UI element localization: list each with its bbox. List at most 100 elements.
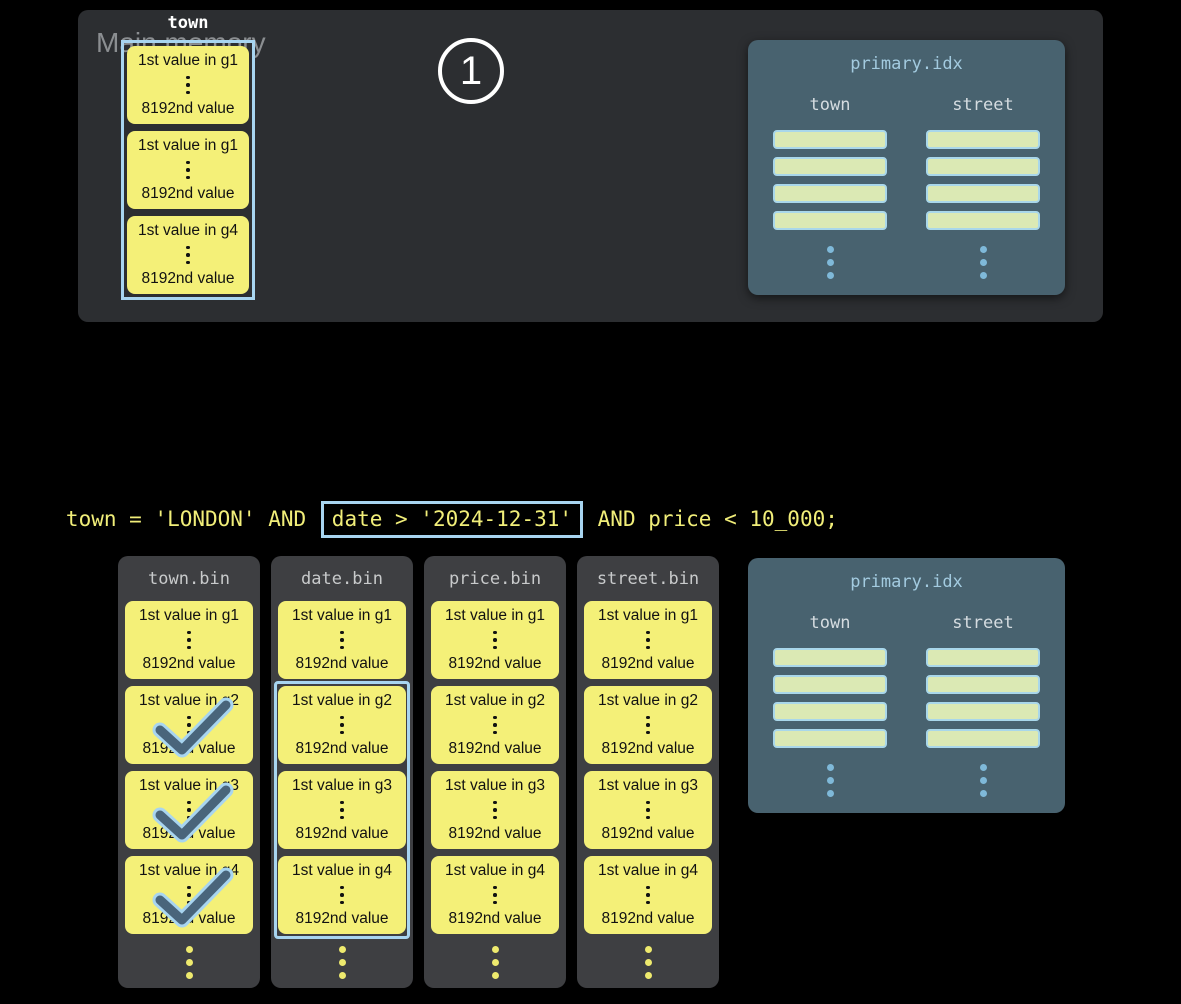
granule-first-value: 1st value in g3: [598, 777, 698, 794]
index-mark-chip: [926, 729, 1040, 748]
granule-block: 1st value in g4 8192nd value: [431, 856, 559, 934]
dot: [340, 900, 344, 905]
granule-block: 1st value in g3 8192nd value: [125, 771, 253, 849]
primary-index-title: primary.idx: [850, 54, 963, 74]
granule-block: 1st value in g3 8192nd value: [278, 771, 406, 849]
dot: [646, 808, 650, 812]
granule-block: 1st value in g2 8192nd value: [278, 686, 406, 764]
sql-line: [28, 386, 838, 415]
dot: [644, 972, 652, 979]
granule-first-value: 1st value in g3: [445, 777, 545, 794]
ellipsis-dots: [340, 630, 344, 650]
dot: [340, 638, 344, 642]
dot: [187, 723, 191, 727]
ellipsis-dots: [187, 630, 191, 650]
granule-first-value: 1st value in g1: [292, 607, 392, 624]
ellipsis-dots: [493, 630, 497, 650]
granule-first-value: 1st value in g3: [292, 777, 392, 794]
primary-index-panel-top: primary.idx town street: [748, 40, 1065, 295]
dot: [185, 946, 193, 953]
index-column-header: street: [952, 613, 1014, 633]
granule-last-value: 8192nd value: [295, 655, 389, 672]
check-icon: [152, 782, 234, 843]
dot: [187, 638, 191, 642]
granule-last-value: 8192nd value: [141, 100, 235, 117]
granule-block: 1st value in g4 8192nd value: [584, 856, 712, 934]
granule-block: 1st value in g2 8192nd value: [125, 686, 253, 764]
bin-file-panel: street.bin 1st value in g1 8192nd value: [577, 556, 719, 988]
index-chip-list: [926, 648, 1040, 748]
granule-last-value: 8192nd value: [295, 825, 389, 842]
index-mark-chip: [773, 130, 887, 149]
dot: [187, 808, 191, 812]
ellipsis-dots: [493, 800, 497, 820]
dot: [340, 893, 344, 897]
bin-files-row: town.bin 1st value in g1 8192nd value: [118, 556, 719, 988]
primary-index-column: town: [773, 613, 887, 797]
dot: [186, 160, 190, 165]
check-icon: [152, 697, 234, 758]
dot: [340, 630, 344, 635]
granule-block: 1st value in g1 8192nd value: [125, 601, 253, 679]
primary-index-column: street: [926, 613, 1040, 797]
index-mark-chip: [773, 729, 887, 748]
dot: [979, 790, 987, 797]
dot: [185, 959, 193, 966]
sql-query: town = 'LONDON' AND date > '2024-12-31' …: [28, 357, 838, 538]
granule-first-value: 1st value in g1: [445, 607, 545, 624]
index-mark-chip: [773, 702, 887, 721]
dot: [826, 777, 834, 784]
index-mark-chip: [926, 184, 1040, 203]
dot: [826, 246, 834, 253]
dot: [187, 893, 191, 897]
dot: [187, 800, 191, 805]
granule-first-value: 1st value in g2: [292, 692, 392, 709]
dot: [187, 885, 191, 890]
index-mark-chip: [773, 211, 887, 230]
dot: [493, 815, 497, 820]
check-icon: [152, 867, 234, 928]
ellipsis-dots: [186, 245, 190, 265]
dot: [646, 723, 650, 727]
dot: [338, 959, 346, 966]
granule-last-value: 8192nd value: [295, 740, 389, 757]
ellipsis-dots: [646, 715, 650, 735]
dot: [186, 175, 190, 180]
ellipsis-dots: [493, 885, 497, 905]
dot: [979, 777, 987, 784]
dot: [186, 245, 190, 250]
index-mark-chip: [773, 157, 887, 176]
bin-file-name: price.bin: [448, 569, 542, 589]
granule-block: 1st value in g1 8192nd value: [584, 601, 712, 679]
dot: [826, 272, 834, 279]
granule-first-value: 1st value in g3: [139, 777, 239, 794]
bin-granule-list: 1st value in g1 8192nd value 1st value i…: [424, 601, 566, 934]
dot: [491, 959, 499, 966]
granule-first-value: 1st value in g1: [138, 52, 238, 69]
dot: [493, 893, 497, 897]
primary-index-column: street: [926, 95, 1040, 279]
dot: [338, 946, 346, 953]
granule-last-value: 8192nd value: [601, 655, 695, 672]
index-mark-chip: [926, 130, 1040, 149]
step-1-badge: 1: [438, 38, 504, 104]
dot: [186, 90, 190, 95]
granule-last-value: 8192nd value: [448, 655, 542, 672]
granule-last-value: 8192nd value: [601, 740, 695, 757]
dot: [340, 645, 344, 650]
index-column-header: town: [809, 95, 851, 115]
dot: [979, 764, 987, 771]
dot: [493, 723, 497, 727]
dot: [493, 808, 497, 812]
dot: [340, 885, 344, 890]
dot: [185, 972, 193, 979]
ellipsis-dots: [646, 630, 650, 650]
dot: [979, 272, 987, 279]
ellipsis-dots: [118, 946, 260, 979]
dot: [646, 630, 650, 635]
bin-file-name: street.bin: [596, 569, 700, 589]
ellipsis-dots: [493, 715, 497, 735]
bin-granule-list: 1st value in g1 8192nd value 1st value i…: [271, 601, 413, 934]
sql-highlighted-predicate: date > '2024-12-31': [320, 500, 584, 538]
